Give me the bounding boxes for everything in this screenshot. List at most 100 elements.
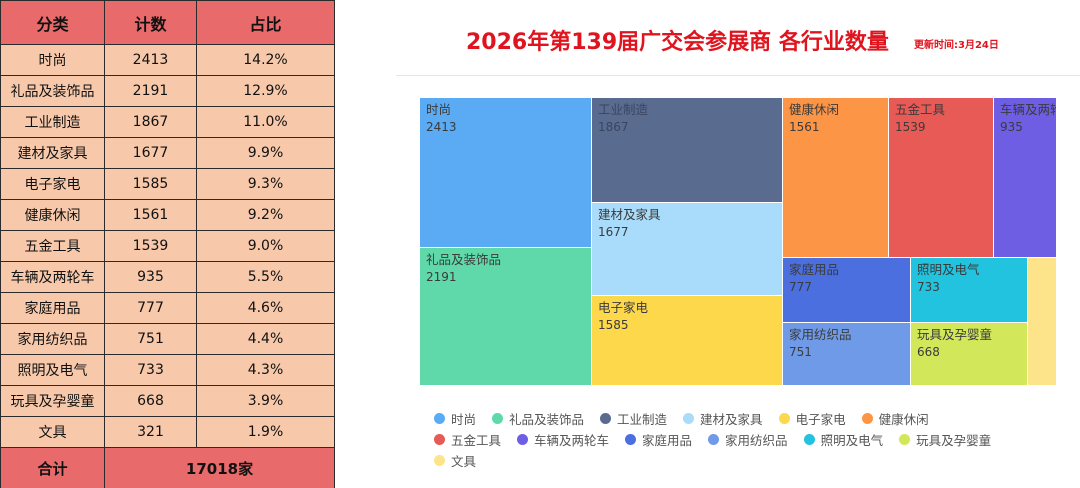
header-count[interactable]: 计数 bbox=[104, 0, 197, 45]
cell-category[interactable]: 建材及家具 bbox=[0, 137, 105, 169]
cell-category[interactable]: 礼品及装饰品 bbox=[0, 75, 105, 107]
cell-count[interactable]: 1539 bbox=[104, 230, 197, 262]
cell-share[interactable]: 14.2% bbox=[196, 44, 335, 76]
treemap-rect[interactable] bbox=[592, 296, 782, 385]
cell-count[interactable]: 1677 bbox=[104, 137, 197, 169]
treemap-rect[interactable] bbox=[420, 248, 591, 385]
legend-label: 车辆及两轮车 bbox=[534, 433, 610, 448]
total-label[interactable]: 合计 bbox=[0, 447, 105, 488]
cell-share[interactable]: 3.9% bbox=[196, 385, 335, 417]
treemap-rect[interactable] bbox=[889, 98, 993, 257]
legend-item[interactable]: 家用纺织品 bbox=[708, 430, 788, 449]
cell-count[interactable]: 1561 bbox=[104, 199, 197, 231]
cell-share[interactable]: 12.9% bbox=[196, 75, 335, 107]
treemap-cell[interactable]: 建材及家具 1677 bbox=[592, 203, 782, 295]
cell-count[interactable]: 321 bbox=[104, 416, 197, 448]
legend-item[interactable]: 时尚 bbox=[434, 409, 476, 428]
treemap-rect[interactable] bbox=[592, 98, 782, 202]
legend-item[interactable]: 文具 bbox=[434, 451, 476, 470]
treemap-cell[interactable]: 工业制造 1867 bbox=[592, 98, 782, 202]
cell-share[interactable]: 4.4% bbox=[196, 323, 335, 355]
cell-count[interactable]: 777 bbox=[104, 292, 197, 324]
cell-share[interactable]: 5.5% bbox=[196, 261, 335, 293]
cell-count[interactable]: 733 bbox=[104, 354, 197, 386]
header-share[interactable]: 占比 bbox=[196, 0, 335, 45]
treemap-value: 1867 bbox=[598, 120, 629, 134]
legend-item[interactable]: 健康休闲 bbox=[861, 409, 929, 428]
chart-title-bar: 2026年第139届广交会参展商 各行业数量 更新时间:3月24日 bbox=[396, 0, 1080, 76]
treemap-cell[interactable]: 玩具及孕婴童 668 bbox=[911, 323, 1027, 385]
cell-share[interactable]: 4.3% bbox=[196, 354, 335, 386]
treemap-cell[interactable]: 时尚 2413 bbox=[420, 98, 591, 247]
cell-count[interactable]: 1867 bbox=[104, 106, 197, 138]
cell-category[interactable]: 电子家电 bbox=[0, 168, 105, 200]
legend-dot-icon bbox=[434, 413, 445, 424]
treemap-cell[interactable]: 健康休闲 1561 bbox=[783, 98, 888, 257]
legend-item[interactable]: 电子家电 bbox=[778, 409, 846, 428]
legend-item[interactable]: 家庭用品 bbox=[625, 430, 692, 449]
cell-count[interactable]: 751 bbox=[104, 323, 197, 355]
cell-share[interactable]: 1.9% bbox=[196, 416, 335, 448]
treemap-rect[interactable] bbox=[783, 323, 910, 385]
treemap-value: 935 bbox=[1000, 120, 1023, 134]
cell-category[interactable]: 照明及电气 bbox=[0, 354, 105, 386]
treemap-label: 玩具及孕婴童 bbox=[917, 327, 992, 342]
treemap-rect[interactable] bbox=[1028, 258, 1056, 385]
treemap-rect[interactable] bbox=[592, 203, 782, 295]
treemap-cell[interactable]: 家用纺织品 751 bbox=[783, 323, 910, 385]
treemap-value: 668 bbox=[917, 345, 940, 359]
cell-share[interactable]: 9.3% bbox=[196, 168, 335, 200]
legend-item[interactable]: 五金工具 bbox=[434, 430, 501, 449]
cell-share[interactable]: 9.2% bbox=[196, 199, 335, 231]
treemap-rect[interactable] bbox=[783, 98, 888, 257]
cell-category[interactable]: 五金工具 bbox=[0, 230, 105, 262]
treemap-label: 电子家电 bbox=[598, 300, 649, 315]
legend-item[interactable]: 建材及家具 bbox=[683, 409, 763, 428]
treemap-cell[interactable]: 家庭用品 777 bbox=[783, 258, 910, 322]
treemap-rect[interactable] bbox=[911, 258, 1027, 322]
legend-item[interactable]: 车辆及两轮车 bbox=[517, 430, 609, 449]
header-category[interactable]: 分类 bbox=[0, 0, 105, 45]
cell-category[interactable]: 文具 bbox=[0, 416, 105, 448]
treemap-cell[interactable] bbox=[1028, 258, 1056, 385]
cell-category[interactable]: 家庭用品 bbox=[0, 292, 105, 324]
cell-share[interactable]: 9.9% bbox=[196, 137, 335, 169]
treemap-rect[interactable] bbox=[420, 98, 591, 247]
treemap-cell[interactable]: 车辆及两轮车 935 bbox=[994, 98, 1056, 257]
legend-dot-icon bbox=[803, 434, 815, 445]
cell-category[interactable]: 健康休闲 bbox=[0, 199, 105, 231]
treemap-cell[interactable]: 照明及电气 733 bbox=[911, 258, 1027, 322]
legend-item[interactable]: 工业制造 bbox=[600, 409, 667, 428]
legend-label: 五金工具 bbox=[451, 433, 502, 448]
cell-share[interactable]: 11.0% bbox=[196, 106, 335, 138]
legend-item[interactable]: 玩具及孕婴童 bbox=[899, 430, 991, 449]
cell-share[interactable]: 4.6% bbox=[196, 292, 335, 324]
cell-category[interactable]: 家用纺织品 bbox=[0, 323, 105, 355]
treemap-label: 家用纺织品 bbox=[789, 327, 852, 342]
table-header-row: 分类 计数 占比 bbox=[0, 0, 335, 45]
legend-item[interactable]: 礼品及装饰品 bbox=[492, 409, 584, 428]
cell-count[interactable]: 2413 bbox=[104, 44, 197, 76]
spreadsheet-table: 分类 计数 占比 时尚 2413 14.2% 礼品及装饰品 2191 12.9% 工业制造 1… bbox=[0, 0, 335, 488]
cell-category[interactable]: 车辆及两轮车 bbox=[0, 261, 105, 293]
treemap-chart: 时尚 2413 礼品及装饰品 2191 工业制造 1867 建材及家具 1677 电子家电 158… bbox=[420, 98, 1056, 386]
cell-count[interactable]: 668 bbox=[104, 385, 197, 417]
table-total-row: 合计 17018家 bbox=[0, 447, 335, 488]
cell-share[interactable]: 9.0% bbox=[196, 230, 335, 262]
update-time: 更新时间:3月24日 bbox=[914, 40, 999, 51]
treemap-cell[interactable]: 五金工具 1539 bbox=[889, 98, 993, 257]
cell-category[interactable]: 时尚 bbox=[0, 44, 105, 76]
cell-category[interactable]: 工业制造 bbox=[0, 106, 105, 138]
treemap-rect[interactable] bbox=[911, 323, 1027, 385]
cell-count[interactable]: 2191 bbox=[104, 75, 197, 107]
treemap-rect[interactable] bbox=[994, 98, 1056, 257]
total-value[interactable]: 17018家 bbox=[104, 447, 335, 488]
treemap-cell[interactable]: 礼品及装饰品 2191 bbox=[420, 248, 591, 385]
cell-count[interactable]: 1585 bbox=[104, 168, 197, 200]
legend-item[interactable]: 照明及电气 bbox=[803, 430, 883, 449]
treemap-cell[interactable]: 电子家电 1585 bbox=[592, 296, 782, 385]
treemap-rect[interactable] bbox=[783, 258, 910, 322]
treemap-label: 五金工具 bbox=[895, 102, 946, 117]
cell-category[interactable]: 玩具及孕婴童 bbox=[0, 385, 105, 417]
cell-count[interactable]: 935 bbox=[104, 261, 197, 293]
